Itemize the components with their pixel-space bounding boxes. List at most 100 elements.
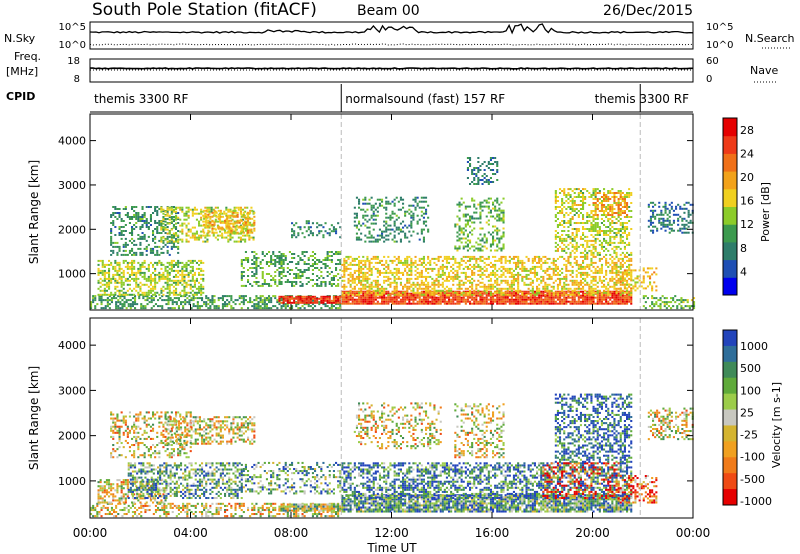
heatmap-cell <box>408 279 411 282</box>
heatmap-cell <box>498 302 501 305</box>
heatmap-cell <box>406 259 409 262</box>
heatmap-cell <box>113 295 116 298</box>
heatmap-cell <box>175 210 178 213</box>
heatmap-cell <box>180 301 183 304</box>
heatmap-cell <box>137 212 140 214</box>
heatmap-cell <box>293 284 296 287</box>
heatmap-cell <box>550 292 553 295</box>
heatmap-cell <box>621 265 624 268</box>
heatmap-cell <box>626 279 629 282</box>
heatmap-cell <box>224 219 227 222</box>
heatmap-cell <box>393 236 396 239</box>
heatmap-cell <box>408 302 411 305</box>
heatmap-cell <box>588 285 591 288</box>
heatmap-cell <box>510 289 513 292</box>
heatmap-cell <box>205 295 208 298</box>
heatmap-cell <box>246 228 249 231</box>
heatmap-cell <box>489 273 492 276</box>
heatmap-cell <box>141 293 144 296</box>
heatmap-cell <box>278 297 281 300</box>
heatmap-cell <box>404 298 407 301</box>
heatmap-cell <box>202 287 205 290</box>
heatmap-cell <box>226 219 229 222</box>
heatmap-cell <box>460 300 463 303</box>
heatmap-cell <box>135 279 138 282</box>
heatmap-cell <box>582 294 585 297</box>
heatmap-cell <box>355 232 358 235</box>
heatmap-cell <box>502 298 505 301</box>
heatmap-cell <box>353 212 356 215</box>
heatmap-cell <box>479 205 482 208</box>
heatmap-cell <box>103 289 106 292</box>
heatmap-cell <box>404 257 407 260</box>
heatmap-cell <box>143 265 146 268</box>
heatmap-cell <box>481 249 484 252</box>
heatmap-cell <box>184 299 187 302</box>
heatmap-cell <box>349 263 352 266</box>
heatmap-cell <box>584 267 587 270</box>
heatmap-cell <box>311 301 314 304</box>
heatmap-cell <box>542 292 545 295</box>
heatmap-cell <box>414 273 417 276</box>
heatmap-cell <box>183 273 186 276</box>
heatmap-cell <box>575 287 578 290</box>
heatmap-cell <box>322 301 325 304</box>
heatmap-cell <box>299 277 302 279</box>
heatmap-cell <box>469 267 472 270</box>
heatmap-cell <box>318 224 321 227</box>
heatmap-cell <box>347 267 350 270</box>
heatmap-cell <box>372 236 375 239</box>
heatmap-cell <box>613 298 616 301</box>
heatmap-cell <box>364 279 367 282</box>
heatmap-cell <box>408 287 411 290</box>
heatmap-cell <box>559 279 562 282</box>
heatmap-cell <box>173 297 176 300</box>
heatmap-cell <box>617 259 620 262</box>
heatmap-cell <box>368 277 371 280</box>
heatmap-cell <box>404 300 407 303</box>
heatmap-cell <box>460 271 463 274</box>
heatmap-cell <box>337 253 340 255</box>
heatmap-cell <box>404 283 407 286</box>
heatmap-cell <box>422 290 425 293</box>
heatmap-cell <box>211 231 214 234</box>
heatmap-cell <box>291 295 294 298</box>
heatmap-cell <box>303 301 306 304</box>
heatmap-cell <box>307 277 310 279</box>
heatmap-cell <box>355 283 358 286</box>
heatmap-cell <box>628 259 631 262</box>
heatmap-cell <box>376 296 379 299</box>
heatmap-cell <box>345 298 348 301</box>
heatmap-cell <box>229 208 232 211</box>
heatmap-cell <box>450 294 453 297</box>
heatmap-cell <box>399 238 402 241</box>
heatmap-cell <box>251 259 254 261</box>
heatmap-cell <box>286 299 289 302</box>
heatmap-cell <box>475 257 478 260</box>
heatmap-cell <box>234 299 237 302</box>
heatmap-cell <box>381 289 384 292</box>
heatmap-cell <box>97 279 100 282</box>
heatmap-cell <box>512 294 515 297</box>
heatmap-cell <box>586 281 589 284</box>
heatmap-cell <box>242 213 245 216</box>
heatmap-cell <box>122 269 125 272</box>
heatmap-cell <box>362 216 365 219</box>
heatmap-cell <box>303 236 306 239</box>
heatmap-cell <box>404 302 407 305</box>
heatmap-cell <box>418 293 421 296</box>
heatmap-cell <box>143 277 146 280</box>
heatmap-cell <box>406 271 409 274</box>
heatmap-cell <box>464 237 467 240</box>
heatmap-cell <box>314 301 317 304</box>
heatmap-cell <box>301 301 304 304</box>
heatmap-cell <box>347 302 350 305</box>
heatmap-cell <box>240 279 243 281</box>
heatmap-cell <box>427 204 430 207</box>
heatmap-cell <box>343 259 346 262</box>
heatmap-cell <box>376 198 379 201</box>
heatmap-cell <box>358 279 361 282</box>
heatmap-cell <box>372 296 375 299</box>
heatmap-cell <box>381 230 384 233</box>
heatmap-cell <box>160 275 163 278</box>
